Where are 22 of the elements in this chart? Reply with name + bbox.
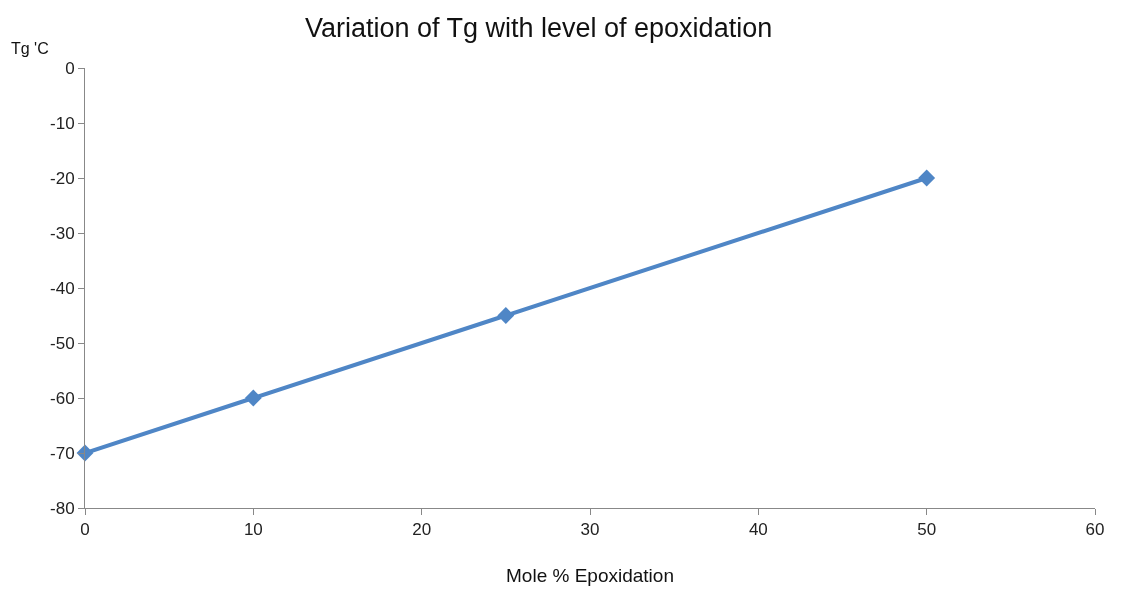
chart-title: Variation of Tg with level of epoxidation bbox=[304, 12, 773, 43]
y-tick-label: -80 bbox=[50, 498, 75, 518]
y-axis-title: Tg 'C bbox=[11, 40, 49, 57]
x-tick-label: 40 bbox=[748, 520, 768, 540]
x-tick-label: 0 bbox=[80, 520, 90, 540]
x-tick-label: 10 bbox=[243, 520, 263, 540]
x-tick-label: 20 bbox=[412, 520, 432, 540]
y-tick-label: -40 bbox=[50, 278, 75, 298]
point bbox=[918, 169, 936, 187]
x-axis-title: Mole % Epoxidation bbox=[506, 565, 674, 587]
x-tick-label: 60 bbox=[1085, 520, 1105, 540]
point bbox=[497, 307, 515, 324]
y-tick-label: 0 bbox=[65, 58, 75, 78]
y-tick-label: -20 bbox=[50, 168, 75, 188]
y-tick-label: -60 bbox=[50, 388, 75, 408]
point bbox=[244, 389, 262, 407]
y-tick-label: -10 bbox=[50, 113, 75, 133]
x-tick-label: 50 bbox=[917, 520, 937, 540]
y-tick-label: -50 bbox=[50, 333, 75, 353]
x-tick-label: 30 bbox=[580, 520, 600, 540]
y-tick-label: -30 bbox=[50, 223, 75, 243]
y-tick-label: -70 bbox=[50, 443, 75, 463]
